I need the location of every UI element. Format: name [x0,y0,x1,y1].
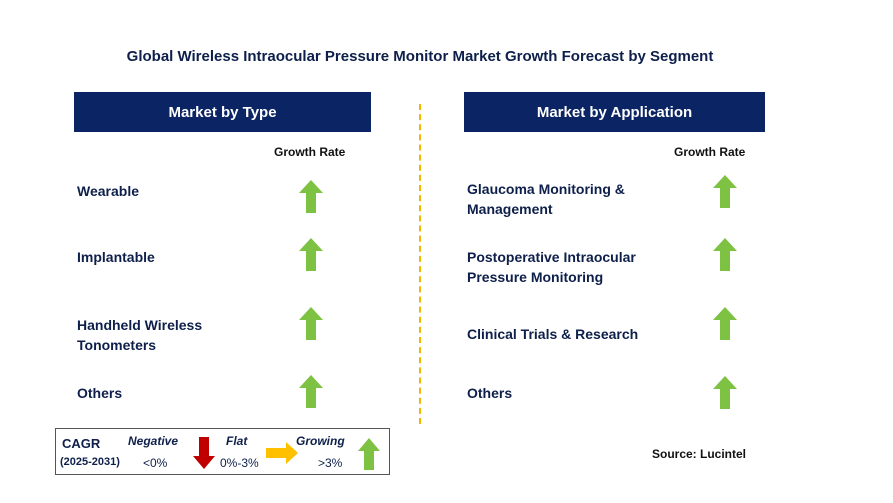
growth-rate-label-type: Growth Rate [274,145,346,159]
legend-negative-range: <0% [143,456,168,470]
application-item-postoperative: Postoperative Intraocular Pressure Monit… [467,249,636,285]
application-item-glaucoma: Glaucoma Monitoring & Management [467,181,625,217]
page-title: Global Wireless Intraocular Pressure Mon… [126,48,714,65]
green-up-arrow-icon [299,307,323,340]
type-item-implantable: Implantable [77,249,155,265]
legend-growing-label: Growing [296,434,345,448]
legend-negative-label: Negative [128,434,179,448]
market-by-type-header: Market by Type [74,92,371,132]
cagr-legend: CAGR (2025-2031) Negative <0% Flat 0%-3%… [55,428,390,475]
growth-rate-label-application: Growth Rate [674,145,746,159]
legend-flat-label: Flat [226,434,248,448]
green-up-arrow-icon [358,438,380,470]
source-credit: Source: Lucintel [652,447,747,461]
application-item-others: Others [467,385,513,401]
market-by-application-header: Market by Application [464,92,765,132]
legend-growing-range: >3% [318,456,343,470]
type-item-handheld: Handheld Wireless Tonometers [77,317,203,353]
green-up-arrow-icon [299,238,323,271]
legend-cagr-label: CAGR [62,436,101,451]
legend-period: (2025-2031) [60,456,120,468]
application-item-clinical-trials: Clinical Trials & Research [467,326,639,342]
green-up-arrow-icon [713,175,737,208]
red-down-arrow-icon [193,437,215,469]
green-up-arrow-icon [713,307,737,340]
green-up-arrow-icon [713,376,737,409]
type-item-others: Others [77,385,123,401]
yellow-right-arrow-icon [266,442,298,464]
green-up-arrow-icon [299,180,323,213]
legend-flat-range: 0%-3% [220,456,259,470]
green-up-arrow-icon [713,238,737,271]
panel-divider [419,104,421,424]
green-up-arrow-icon [299,375,323,408]
type-item-wearable: Wearable [77,183,139,199]
